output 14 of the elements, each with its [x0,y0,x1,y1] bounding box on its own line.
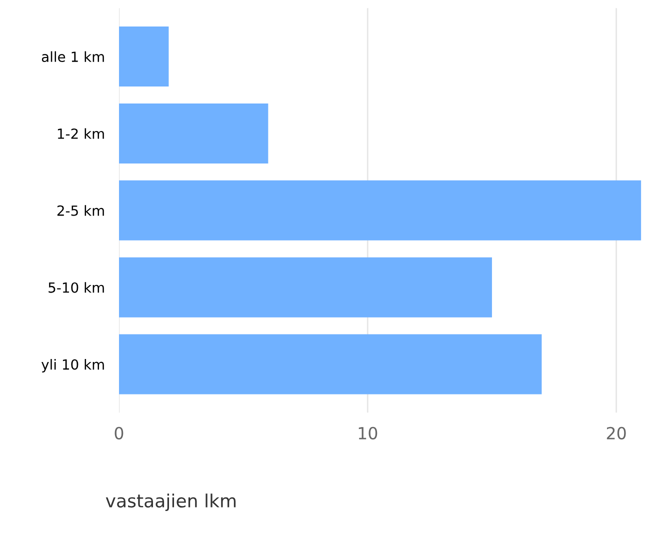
y-tick-label: 5-10 km [48,282,104,293]
y-tick-label: 1-2 km [58,128,104,139]
x-tick-label: 20 [606,426,626,440]
bar [118,334,542,394]
bar [118,180,642,240]
y-tick-label: 2-5 km [57,205,104,216]
x-tick-label: 0 [114,426,124,440]
bar [118,257,492,318]
x-axis-title: vastaajien lkm [106,494,236,512]
y-tick-label: alle 1 km [42,51,104,62]
y-tick-label: yli 10 km [41,359,104,372]
bar [118,103,268,164]
bar [118,26,169,87]
x-tick-label: 10 [358,426,378,440]
